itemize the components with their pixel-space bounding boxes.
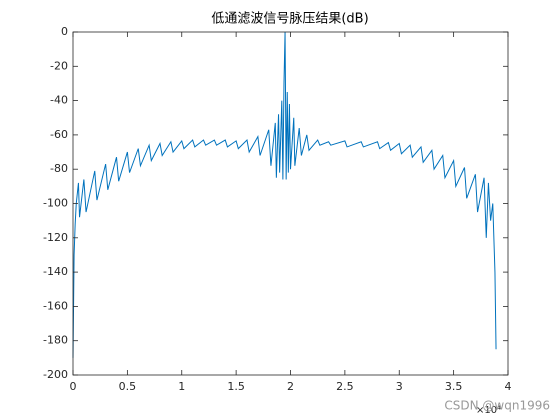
y-tick-label: 0 bbox=[61, 25, 68, 38]
x-tick-label: 1.5 bbox=[227, 380, 245, 393]
signal-line bbox=[72, 31, 497, 358]
x-tick-label: 3.5 bbox=[445, 380, 463, 393]
x-multiplier: ×10⁴ bbox=[476, 405, 501, 416]
y-tick-label: -140 bbox=[43, 265, 68, 278]
x-tick-label: 4 bbox=[505, 380, 512, 393]
y-tick-label: -80 bbox=[50, 162, 68, 175]
y-tick-label: -160 bbox=[43, 299, 68, 312]
x-tick-label: 0 bbox=[70, 380, 77, 393]
y-tick-label: -20 bbox=[50, 59, 68, 72]
y-tick-label: -60 bbox=[50, 128, 68, 141]
y-tick-label: -120 bbox=[43, 231, 68, 244]
x-tick-label: 0.5 bbox=[119, 380, 137, 393]
y-tick-label: -100 bbox=[43, 197, 68, 210]
y-tick-label: -200 bbox=[43, 368, 68, 381]
watermark: CSDN @wqn1996 bbox=[444, 399, 550, 413]
x-tick-label: 2 bbox=[287, 380, 294, 393]
chart-title: 低通滤波信号脉压结果(dB) bbox=[211, 12, 368, 27]
y-tick-label: -40 bbox=[50, 94, 68, 107]
x-tick-label: 1 bbox=[178, 380, 185, 393]
x-tick-label: 3 bbox=[396, 380, 403, 393]
y-tick-label: -180 bbox=[43, 334, 68, 347]
x-tick-label: 2.5 bbox=[336, 380, 354, 393]
